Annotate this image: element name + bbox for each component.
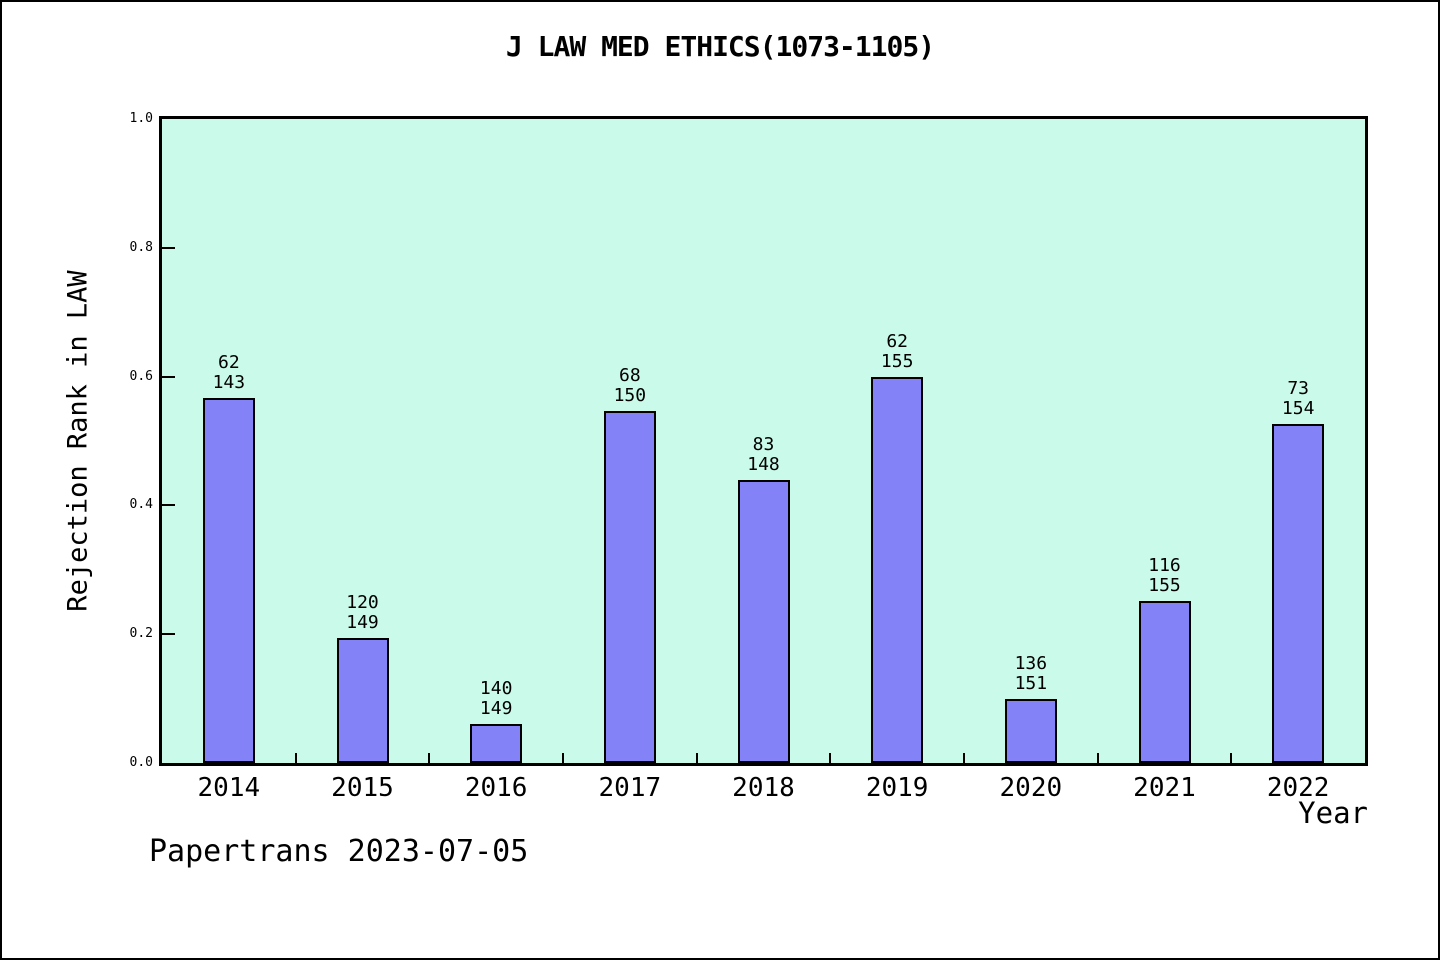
y-tick-mark: [162, 375, 175, 378]
x-tick-label: 2014: [197, 773, 261, 803]
bar: [1004, 699, 1057, 763]
bar-label-total: 155: [880, 350, 914, 372]
x-tick-label: 2021: [1133, 773, 1196, 803]
x-tick-label: 2016: [464, 773, 528, 803]
bar-label-total: 151: [1014, 673, 1048, 695]
bar: [336, 637, 389, 763]
x-tick-label: 2017: [598, 773, 662, 803]
x-tick-label: 2019: [865, 773, 929, 803]
y-axis-label: Rejection Rank in LAW: [62, 270, 94, 612]
bar-label-rank: 140: [479, 678, 513, 700]
bar: [871, 376, 924, 763]
x-tick-label: 2020: [999, 773, 1063, 803]
bar-label-rank: 73: [1287, 378, 1309, 400]
y-tick-mark: [162, 504, 175, 507]
watermark-text: Papertrans 2023-07-05: [149, 834, 529, 869]
bar-label-rank: 62: [886, 330, 908, 352]
y-tick-label: 0.4: [129, 497, 153, 513]
x-tick-label: 2015: [331, 773, 394, 803]
x-axis-label: Year: [1298, 796, 1368, 830]
bar-label-rank: 83: [752, 434, 775, 456]
x-tick-mark: [562, 753, 564, 763]
bar-label-total: 148: [747, 454, 780, 476]
chart-title: J LAW MED ETHICS(1073-1105): [505, 30, 935, 63]
y-tick-label: 0.8: [129, 239, 153, 255]
bar-label-rank: 116: [1148, 554, 1181, 576]
x-tick-mark: [829, 753, 832, 763]
bar: [1272, 424, 1325, 763]
bar-label-total: 155: [1148, 574, 1181, 596]
x-tick-mark: [1096, 753, 1099, 763]
bar: [737, 480, 790, 763]
x-tick-mark: [963, 753, 965, 763]
y-tick-mark: [162, 633, 175, 636]
x-tick-mark: [695, 753, 698, 763]
y-tick-label: 0.0: [129, 755, 153, 770]
bar-label-total: 154: [1281, 398, 1315, 420]
bar: [603, 410, 656, 763]
x-tick-label: 2018: [732, 773, 795, 803]
bar: [1138, 600, 1191, 763]
x-tick-label: 2022: [1266, 773, 1330, 803]
y-tick-label: 0.2: [129, 626, 153, 642]
bar-label-total: 149: [479, 698, 513, 720]
x-tick-mark: [428, 753, 431, 763]
y-tick-mark: [162, 246, 175, 249]
bar-label-total: 150: [613, 384, 647, 406]
bar: [202, 398, 255, 763]
bar-label-rank: 68: [618, 364, 641, 386]
bar-label-rank: 62: [217, 352, 240, 374]
bar-label-total: 149: [346, 611, 379, 633]
bar-label-rank: 120: [346, 591, 379, 613]
y-tick-label: 1.0: [129, 111, 153, 126]
x-tick-mark: [294, 753, 297, 763]
bar-label-rank: 136: [1014, 653, 1048, 675]
bar-label-total: 143: [212, 372, 246, 394]
bar: [470, 724, 523, 763]
x-tick-mark: [1230, 753, 1233, 763]
y-tick-label: 0.6: [129, 368, 153, 384]
